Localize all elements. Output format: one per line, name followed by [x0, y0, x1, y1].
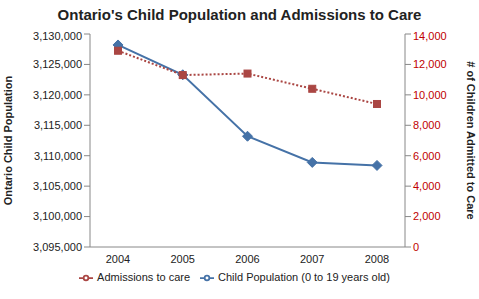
svg-text:3,095,000: 3,095,000: [33, 241, 82, 253]
svg-text:10,000: 10,000: [413, 89, 447, 101]
svg-text:8,000: 8,000: [413, 119, 441, 131]
svg-text:12,000: 12,000: [413, 58, 447, 70]
svg-text:2004: 2004: [106, 253, 130, 265]
svg-text:14,000: 14,000: [413, 30, 447, 42]
svg-text:Ontario Child Population: Ontario Child Population: [8, 75, 14, 205]
svg-text:3,105,000: 3,105,000: [33, 180, 82, 192]
svg-text:2007: 2007: [300, 253, 324, 265]
svg-text:2006: 2006: [235, 253, 259, 265]
html-text:Child Population (0 to 19 year: Child Population (0 to 19 years old): [218, 271, 390, 283]
html-text:Admissions to care: Admissions to care: [97, 271, 190, 283]
svg-text:3,115,000: 3,115,000: [34, 119, 82, 131]
svg-text:3,110,000: 3,110,000: [34, 150, 82, 162]
html-text:Ontario's Child Population and: Ontario's Child Population and Admission…: [57, 6, 422, 23]
svg-text:2008: 2008: [365, 253, 389, 265]
svg-text:3,100,000: 3,100,000: [33, 210, 82, 222]
svg-text:6,000: 6,000: [413, 150, 441, 162]
svg-text:3,125,000: 3,125,000: [33, 58, 82, 70]
svg-text:2005: 2005: [171, 253, 195, 265]
svg-text:3,120,000: 3,120,000: [33, 89, 82, 101]
svg-text:2,000: 2,000: [413, 210, 441, 222]
svg-text:# of Children Admitted to Care: # of Children Admitted to Care: [465, 61, 471, 220]
svg-text:3,130,000: 3,130,000: [33, 30, 82, 42]
svg-text:0: 0: [413, 241, 419, 253]
svg-text:4,000: 4,000: [413, 180, 441, 192]
